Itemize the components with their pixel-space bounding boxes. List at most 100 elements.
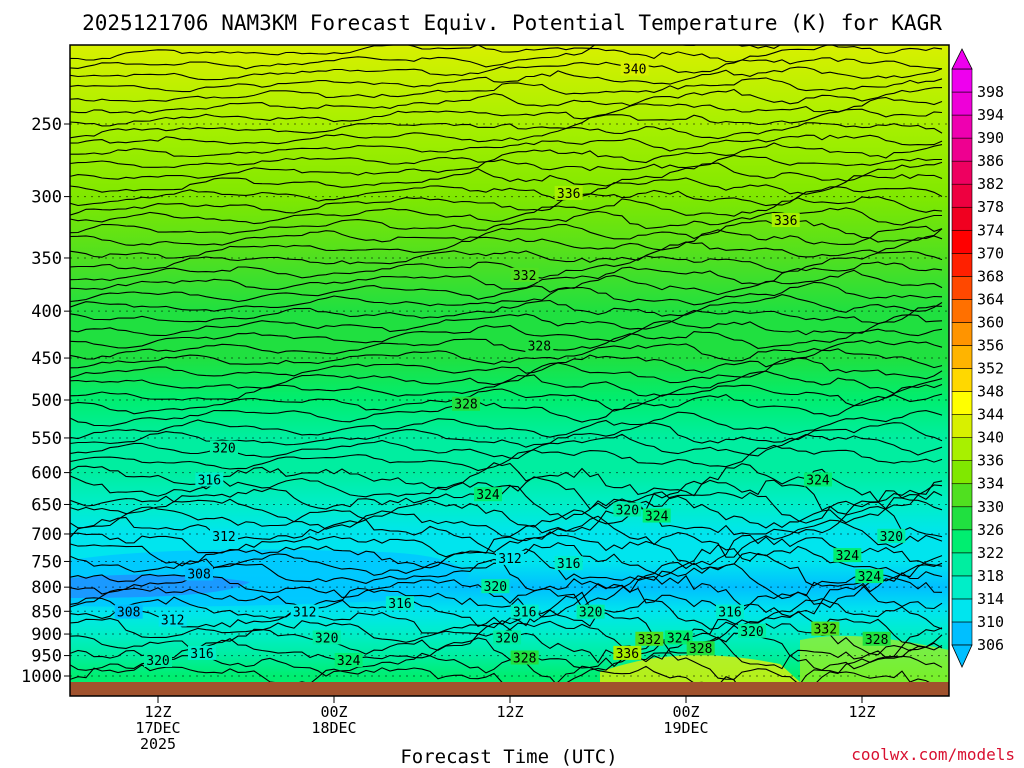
colorbar-top-arrow bbox=[951, 48, 973, 70]
y-tick-label: 850 bbox=[31, 602, 62, 622]
colorbar-swatch bbox=[951, 506, 973, 531]
colorbar-label: 368 bbox=[977, 267, 1004, 285]
pressure-axis: 250 300 350 400 450 500 550 600 650 700 750 800 850 9… bbox=[21, 115, 70, 687]
contour-label-bg bbox=[862, 631, 891, 646]
contour-line bbox=[70, 370, 943, 401]
y-tick-label: 750 bbox=[31, 552, 62, 572]
contour-line bbox=[70, 250, 943, 281]
contour-label: 316 bbox=[198, 473, 221, 488]
contour-label-bg bbox=[620, 61, 649, 76]
contour-label: 328 bbox=[528, 339, 551, 354]
contour-label: 308 bbox=[117, 606, 140, 621]
colorbar-swatch bbox=[951, 253, 973, 277]
contour-line bbox=[70, 77, 943, 103]
y-tick-label: 950 bbox=[31, 647, 62, 667]
contour-line bbox=[70, 444, 943, 472]
contour-line bbox=[70, 393, 943, 427]
contour-label-bg bbox=[877, 528, 906, 543]
contour-lines bbox=[70, 45, 943, 696]
contour-label-bg bbox=[158, 612, 187, 627]
contour-label-bg bbox=[576, 604, 605, 619]
credit-text: coolwx.com/models bbox=[851, 745, 1015, 764]
x-tick-label: 00Z bbox=[672, 703, 699, 721]
y-tick-label: 900 bbox=[31, 625, 62, 645]
contour-line bbox=[70, 173, 943, 207]
colorbar-swatch bbox=[951, 345, 973, 369]
contour-line bbox=[70, 235, 943, 270]
x-tick-label: 12Z bbox=[848, 703, 875, 721]
x-tick-label: 00Z bbox=[320, 703, 347, 721]
colorbar-label: 356 bbox=[977, 336, 1004, 354]
contour-label-bg bbox=[635, 631, 664, 646]
colorbar-label: 374 bbox=[977, 221, 1004, 239]
contour-line bbox=[70, 87, 943, 114]
y-tick-label: 500 bbox=[31, 391, 62, 411]
contour-line bbox=[70, 305, 943, 337]
colorbar-swatch bbox=[951, 391, 973, 415]
colorbar-swatch bbox=[951, 160, 973, 185]
colorbar-swatch bbox=[951, 483, 973, 508]
colorbar-label: 370 bbox=[977, 244, 1004, 262]
contour-label: 320 bbox=[315, 631, 338, 646]
contour-line bbox=[70, 45, 782, 61]
contour-label-bg bbox=[771, 213, 800, 228]
contour-label: 324 bbox=[836, 549, 860, 564]
contour-label-bg bbox=[481, 579, 510, 594]
contour-label-bg bbox=[144, 652, 172, 667]
colorbar-swatch bbox=[951, 68, 973, 93]
contour-line bbox=[70, 573, 943, 609]
contour-line bbox=[70, 503, 943, 538]
contour-label-bg bbox=[664, 630, 693, 645]
contour-label: 328 bbox=[513, 651, 536, 666]
colorbar-swatch bbox=[951, 229, 973, 254]
contour-label-bg bbox=[642, 508, 671, 523]
contour-label: 324 bbox=[806, 473, 830, 488]
contour-line bbox=[70, 357, 943, 389]
contour-label-bg bbox=[312, 630, 341, 645]
contour-line bbox=[70, 108, 943, 139]
colorbar-label: 318 bbox=[977, 567, 1004, 585]
contour-label: 320 bbox=[146, 654, 169, 669]
contour-label: 328 bbox=[454, 398, 477, 413]
contour-label-bg bbox=[452, 396, 480, 411]
contour-label: 316 bbox=[557, 557, 580, 572]
contour-label: 324 bbox=[858, 570, 882, 585]
colorbar-label: 306 bbox=[977, 636, 1004, 654]
contour-label: 312 bbox=[293, 606, 316, 621]
colorbar-swatch bbox=[951, 206, 973, 231]
x-axis-label: Forecast Time (UTC) bbox=[400, 746, 617, 768]
contour-label-bg bbox=[554, 185, 583, 200]
contour-label-bg bbox=[114, 604, 143, 619]
contour-line bbox=[70, 66, 943, 93]
contour-line bbox=[70, 142, 943, 168]
y-tick-label: 700 bbox=[31, 525, 62, 545]
x-tick-label: 18DEC bbox=[311, 719, 356, 737]
contour-line bbox=[70, 622, 943, 664]
contour-label: 336 bbox=[616, 647, 639, 662]
contour-label: 316 bbox=[388, 597, 411, 612]
contour-label-bg bbox=[804, 472, 832, 487]
colorbar-swatch bbox=[951, 299, 973, 323]
contour-label: 316 bbox=[190, 647, 213, 662]
contour-label-bg bbox=[510, 604, 539, 619]
contour-label-bg bbox=[510, 650, 539, 665]
contour-label: 332 bbox=[814, 623, 837, 638]
contour-line bbox=[70, 281, 943, 312]
contour-line bbox=[70, 491, 943, 529]
colorbar-label: 398 bbox=[977, 83, 1004, 101]
contour-line bbox=[70, 605, 943, 648]
y-tick-label: 650 bbox=[31, 495, 62, 515]
contour-label: 312 bbox=[498, 552, 521, 567]
contour-line bbox=[70, 531, 943, 567]
contour-label: 332 bbox=[638, 633, 661, 648]
colorbar-swatch bbox=[951, 529, 973, 554]
colorbar-swatch bbox=[951, 437, 973, 461]
contour-label: 324 bbox=[667, 631, 691, 646]
contour-label-bg bbox=[185, 566, 214, 581]
colorbar-label: 386 bbox=[977, 152, 1004, 170]
contour-label-bg bbox=[855, 569, 884, 584]
contour-line bbox=[70, 57, 943, 81]
contour-label-bg bbox=[188, 645, 216, 660]
